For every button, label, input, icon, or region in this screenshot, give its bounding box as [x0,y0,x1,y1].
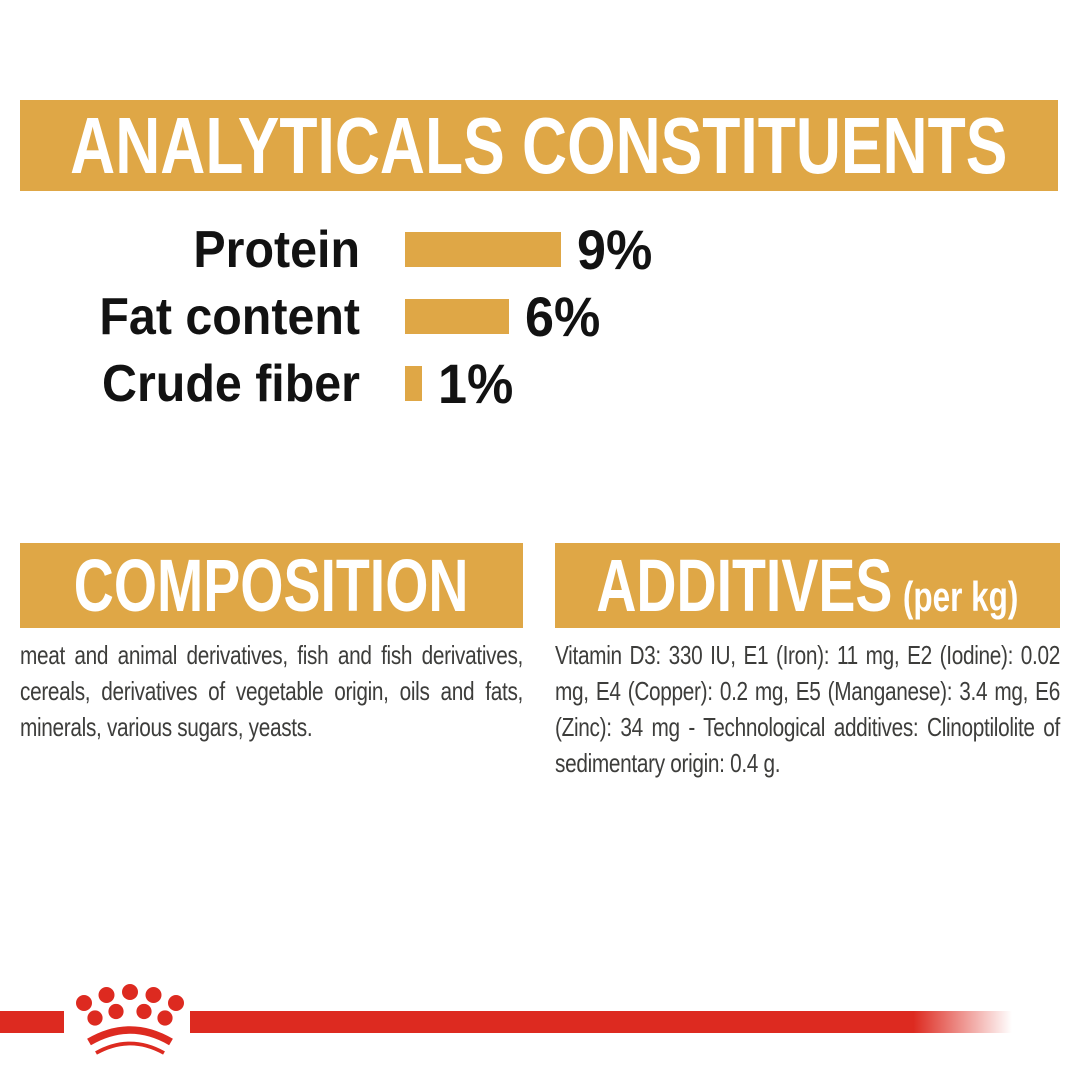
analyticals-banner: ANALYTICALS CONSTITUENTS [20,100,1058,191]
chart-value-label: 6% [524,285,601,348]
additives-banner: ADDITIVES (per kg) [555,543,1060,628]
composition-banner: COMPOSITION [20,543,523,628]
chart-row: Fat content 6% [20,283,1060,350]
chart-category-label: Crude fiber [102,354,361,413]
analyticals-title: ANALYTICALS CONSTITUENTS [70,100,1008,190]
composition-section: COMPOSITION meat and animal derivatives,… [20,543,523,745]
additives-section: ADDITIVES (per kg) Vitamin D3: 330 IU, E… [555,543,1060,781]
composition-title: COMPOSITION [74,544,469,627]
chart-bar [405,366,423,401]
red-stripe-left [0,1011,64,1033]
royal-canin-crown-logo [76,984,184,1055]
chart-category-label: Fat content [99,287,360,346]
analyticals-bar-chart: Protein 9% Fat content 6% Crude fiber 1% [20,216,1060,417]
chart-category-label: Protein [193,220,360,279]
additives-body: Vitamin D3: 330 IU, E1 (Iron): 11 mg, E2… [555,640,1060,778]
red-stripe-right [190,1011,1012,1033]
chart-value-label: 9% [576,218,652,281]
crown-base-arcs [87,1026,173,1055]
chart-row: Crude fiber 1% [20,350,1060,417]
additives-unit-label: (per kg) [903,573,1019,620]
chart-value-label: 1% [438,352,514,415]
chart-bar [405,299,509,334]
chart-bar [405,232,561,267]
composition-body: meat and animal derivatives, fish and fi… [20,640,523,742]
crown-dots [76,984,184,1026]
additives-title: ADDITIVES [596,544,893,627]
chart-row: Protein 9% [20,216,1060,283]
